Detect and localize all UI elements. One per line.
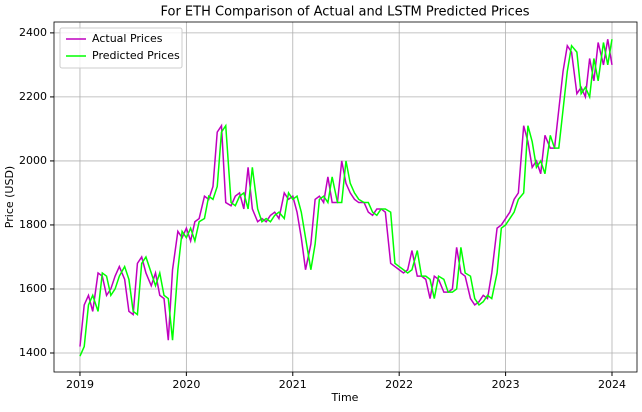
legend-box (59, 27, 183, 69)
y-tick-label: 1800 (19, 218, 47, 231)
legend-label: Actual Prices (92, 32, 163, 45)
x-axis-label: Time (331, 391, 359, 404)
x-tick-label: 2022 (385, 378, 413, 391)
x-tick-label: 2019 (66, 378, 94, 391)
y-tick-label: 2400 (19, 26, 47, 39)
y-tick-label: 1600 (19, 282, 47, 295)
y-tick-label: 2000 (19, 154, 47, 167)
x-tick-label: 2023 (492, 378, 520, 391)
plot-frame (53, 21, 638, 373)
y-tick-label: 2200 (19, 90, 47, 103)
x-tick-label: 2020 (172, 378, 200, 391)
legend-label: Predicted Prices (92, 49, 180, 62)
data-line (79, 39, 613, 347)
data-line (79, 39, 613, 357)
x-tick-label: 2024 (598, 378, 626, 391)
x-tick-label: 2021 (279, 378, 307, 391)
y-axis-label: Price (USD) (3, 166, 16, 228)
y-tick-label: 1400 (19, 346, 47, 359)
chart-title: For ETH Comparison of Actual and LSTM Pr… (160, 5, 529, 20)
